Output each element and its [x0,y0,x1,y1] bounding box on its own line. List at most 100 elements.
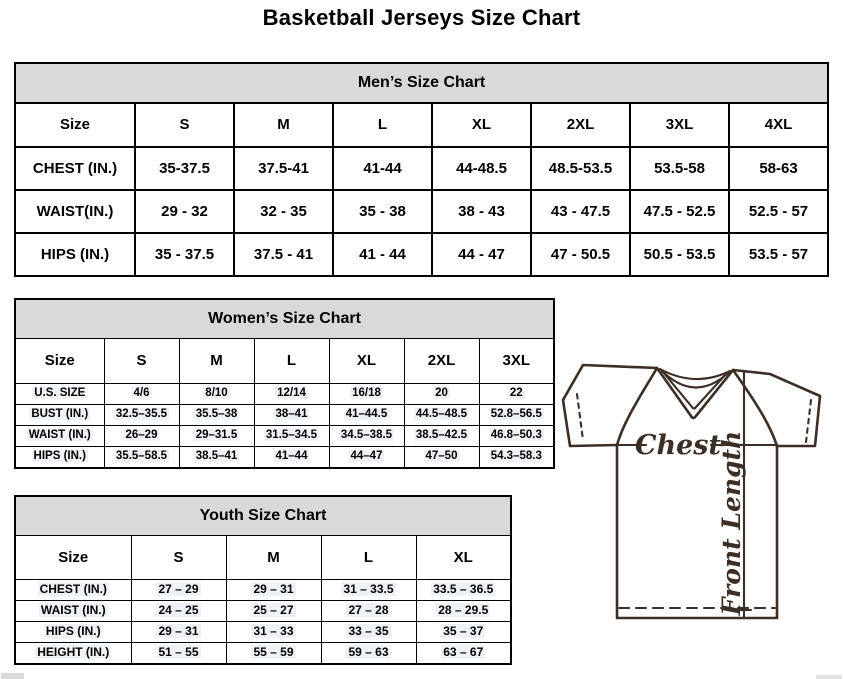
table-cell: 31 – 33 [225,621,322,643]
table-title-row: Youth Size Chart [14,495,512,536]
table-cell: 58-63 [727,146,830,191]
table-cell: 41 - 44 [332,232,433,277]
jersey-illustration: Chest Front Length [561,363,822,620]
jersey-right-cuff-dashes [804,398,813,444]
column-header: 2XL [530,102,631,148]
column-header-row: Size S M L XL 2XL 3XL [14,338,555,384]
jersey-collar-inner-v [661,370,729,410]
column-header: M [233,102,334,148]
table-cell: 38.5–42.5 [403,425,480,447]
table-cell: 4/6 [103,383,180,405]
table-cell: 52.8–56.5 [478,404,555,426]
column-header-row: Size S M L XL [14,535,512,580]
mens-size-chart-table: Men’s Size Chart Size S M L XL 2XL 3XL 4XL CHEST … [13,62,830,277]
row-label: WAIST (IN.) [14,425,105,447]
table-cell: 55 – 59 [225,642,322,665]
table-cell: 37.5-41 [233,146,334,191]
column-header-row: Size S M L XL 2XL 3XL 4XL [14,102,830,148]
column-header: 3XL [629,102,730,148]
row-label: HIPS (IN.) [14,232,136,277]
table-cell: 32 - 35 [233,189,334,234]
table-cell: 27 – 28 [320,600,417,622]
row-label: BUST (IN.) [14,404,105,426]
jersey-body [615,443,779,620]
front-length-label: Front Length [717,431,746,616]
jersey-collar-back-curve-2 [660,369,730,389]
table-cell: 44-48.5 [431,146,532,191]
table-cell: 31.5–34.5 [253,425,330,447]
table-row: HIPS (IN.) 29 – 31 31 – 33 33 – 35 35 – 37 [14,621,512,643]
column-header: M [178,338,255,384]
table-cell: 54.3–58.3 [478,446,555,469]
column-header: 4XL [727,102,830,148]
row-label: HIPS (IN.) [14,621,132,643]
table-cell: 8/10 [178,383,255,405]
table-cell: 22 [478,383,555,405]
table-cell: 41-44 [332,146,433,191]
table-cell: 46.8–50.3 [478,425,555,447]
table-cell: 20 [403,383,480,405]
column-header: L [320,535,417,580]
table-cell: 53.5-58 [629,146,730,191]
table-row: HEIGHT (IN.) 51 – 55 55 – 59 59 – 63 63 – 67 [14,642,512,665]
table-cell: 29 - 32 [134,189,235,234]
table-cell: 29–31.5 [178,425,255,447]
table-cell: 16/18 [328,383,405,405]
table-cell: 35 – 37 [415,621,512,643]
table-cell: 32.5–35.5 [103,404,180,426]
row-label: U.S. SIZE [14,383,105,405]
table-cell: 35-37.5 [134,146,235,191]
table-cell: 41–44.5 [328,404,405,426]
table-cell: 38–41 [253,404,330,426]
table-cell: 53.5 - 57 [727,232,830,277]
column-header: 2XL [403,338,480,384]
jersey-right-armhole-seam [731,368,779,448]
row-label: CHEST (IN.) [14,146,136,191]
column-header: S [103,338,180,384]
table-cell: 37.5 - 41 [233,232,334,277]
table-cell: 31 – 33.5 [320,579,417,601]
table-cell: 44–47 [328,446,405,469]
column-header: Size [14,102,136,148]
column-header: S [134,102,235,148]
row-label: HEIGHT (IN.) [14,642,132,665]
row-label: WAIST (IN.) [14,600,132,622]
table-cell: 48.5-53.5 [530,146,631,191]
table-cell: 63 – 67 [415,642,512,665]
scrollbar-artifact-right [816,675,842,679]
table-cell: 38 - 43 [431,189,532,234]
column-header: XL [431,102,532,148]
jersey-collar-back-curve-1 [658,367,732,381]
table-title: Youth Size Chart [14,495,512,536]
table-title: Men’s Size Chart [13,62,830,104]
table-row: U.S. SIZE 4/6 8/10 12/14 16/18 20 22 [14,383,555,405]
table-cell: 47 - 50.5 [530,232,631,277]
table-row: BUST (IN.) 32.5–35.5 35.5–38 38–41 41–44.5 44… [14,404,555,426]
table-title: Women’s Size Chart [14,298,555,339]
table-cell: 25 – 27 [225,600,322,622]
column-header: XL [415,535,512,580]
table-title-row: Women’s Size Chart [14,298,555,339]
youth-size-chart-table: Youth Size Chart Size S M L XL CHEST (IN.) 27 –… [14,495,512,665]
jersey-measurement-diagram: Chest Front Length [560,360,842,626]
table-cell: 34.5–38.5 [328,425,405,447]
chest-label: Chest [635,430,721,461]
table-cell: 35 - 37.5 [134,232,235,277]
table-cell: 29 – 31 [130,621,227,643]
column-header: M [225,535,322,580]
jersey-right-sleeve [731,368,822,448]
table-row: CHEST (IN.) 27 – 29 29 – 31 31 – 33.5 33.5 –… [14,579,512,601]
jersey-left-cuff-dashes [575,392,585,442]
row-label: CHEST (IN.) [14,579,132,601]
jersey-left-armhole-seam [615,366,659,447]
table-cell: 29 – 31 [225,579,322,601]
column-header: Size [14,338,105,384]
womens-size-chart-table: Women’s Size Chart Size S M L XL 2XL 3XL U.S. SI… [14,298,556,469]
column-header: S [130,535,227,580]
scrollbar-artifact-left [1,673,24,679]
column-header: XL [328,338,405,384]
row-label: WAIST(IN.) [14,189,136,234]
table-cell: 44 - 47 [431,232,532,277]
table-row: WAIST (IN.) 24 – 25 25 – 27 27 – 28 28 – 29.… [14,600,512,622]
table-cell: 26–29 [103,425,180,447]
